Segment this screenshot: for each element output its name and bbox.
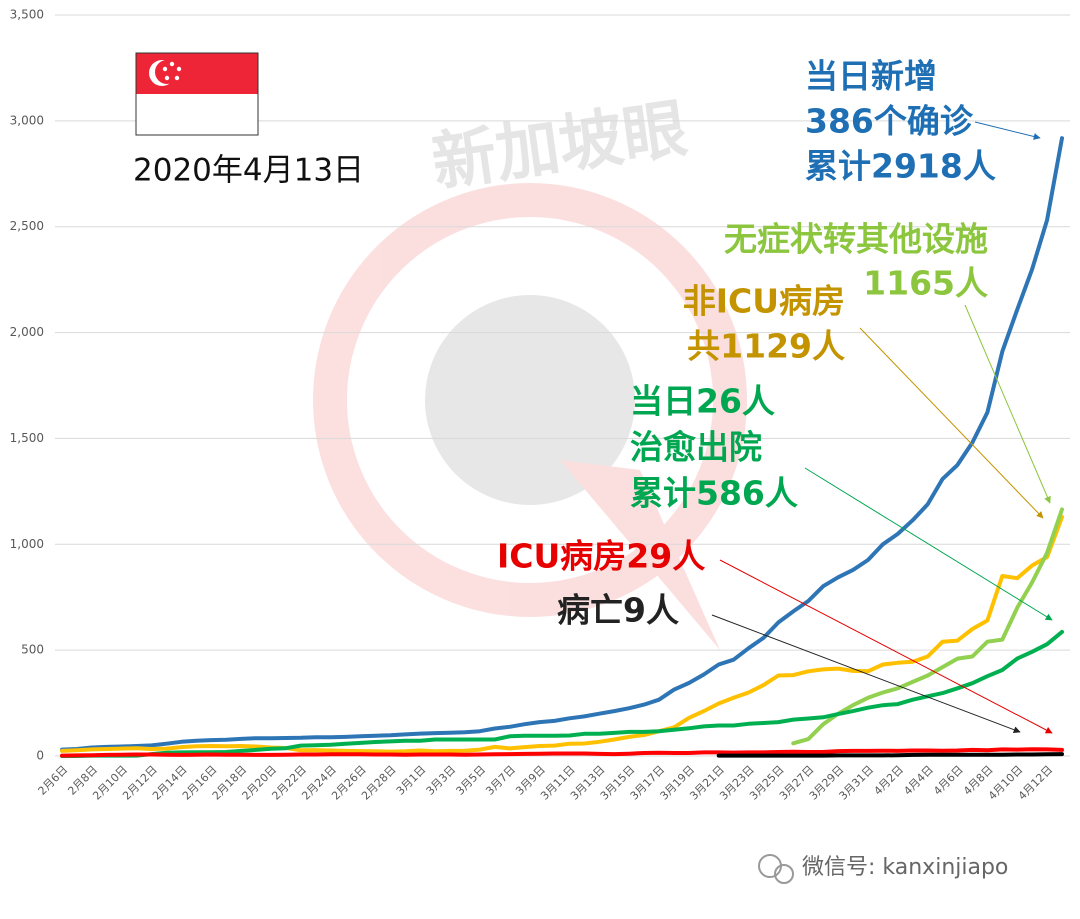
- flag-border: [135, 52, 259, 136]
- x-tick-label: 4月4日: [901, 763, 936, 798]
- flag: [135, 52, 259, 136]
- x-tick-label: 3月1日: [394, 763, 429, 798]
- flag-stars: [162, 61, 182, 81]
- flag-moon-cut: [155, 60, 179, 84]
- x-tick-label: 2月6日: [36, 763, 71, 798]
- annotation: 共1129人: [687, 327, 845, 366]
- series-line: [716, 752, 1064, 758]
- annotation: ICU病房29人: [497, 537, 705, 576]
- watermark-tail: [560, 460, 720, 650]
- x-tick-label: 3月3日: [424, 763, 459, 798]
- annotation: 386个确诊: [805, 102, 974, 141]
- y-tick-label: 1,000: [10, 537, 44, 551]
- date-label: 2020年4月13日: [133, 153, 364, 189]
- arrow: [711, 614, 1021, 734]
- annotation: 病亡9人: [557, 591, 679, 630]
- arrow: [964, 304, 1051, 504]
- flag-white: [136, 94, 258, 135]
- series-line: [60, 515, 1064, 754]
- watermark-center: [425, 295, 635, 505]
- wechat-icon: [758, 854, 782, 878]
- series-line: [60, 747, 1064, 758]
- annotation: 累计2918人: [805, 147, 996, 186]
- y-tick-label: 1,500: [10, 431, 44, 445]
- arrow: [719, 559, 1053, 734]
- y-tick-label: 3,000: [10, 113, 44, 127]
- footer-text: 微信号: kanxinjiapo: [802, 855, 1008, 880]
- annotation: 无症状转其他设施: [724, 220, 988, 259]
- y-tick-label: 2,000: [10, 325, 44, 339]
- arrow: [974, 121, 1041, 140]
- watermark-ring: [313, 183, 747, 617]
- y-tick-label: 2,500: [10, 219, 44, 233]
- annotation: 非ICU病房: [683, 282, 845, 321]
- annotation: 1165人: [863, 264, 988, 303]
- annotation: 当日26人: [630, 382, 775, 421]
- series-line: [60, 629, 1064, 758]
- y-tick-label: 500: [21, 643, 44, 657]
- x-tick-label: 4月2日: [871, 763, 906, 798]
- y-tick-label: 3,500: [10, 8, 44, 22]
- watermark: 新加坡眼: [313, 92, 747, 650]
- annotation: 累计586人: [630, 474, 798, 513]
- series-line: [60, 136, 1064, 752]
- watermark-text: 新加坡眼: [428, 92, 692, 201]
- arrow: [804, 467, 1053, 621]
- arrow: [859, 327, 1044, 519]
- annotation: 治愈出院: [630, 428, 762, 467]
- annotation: 当日新增: [805, 57, 937, 96]
- y-tick-label: 0: [36, 749, 44, 763]
- wechat-icon: [774, 864, 794, 884]
- x-tick-label: 3月7日: [483, 763, 518, 798]
- x-tick-label: 3月5日: [454, 763, 489, 798]
- footer: 微信号: kanxinjiapo: [758, 854, 1008, 884]
- x-tick-label: 4月6日: [931, 763, 966, 798]
